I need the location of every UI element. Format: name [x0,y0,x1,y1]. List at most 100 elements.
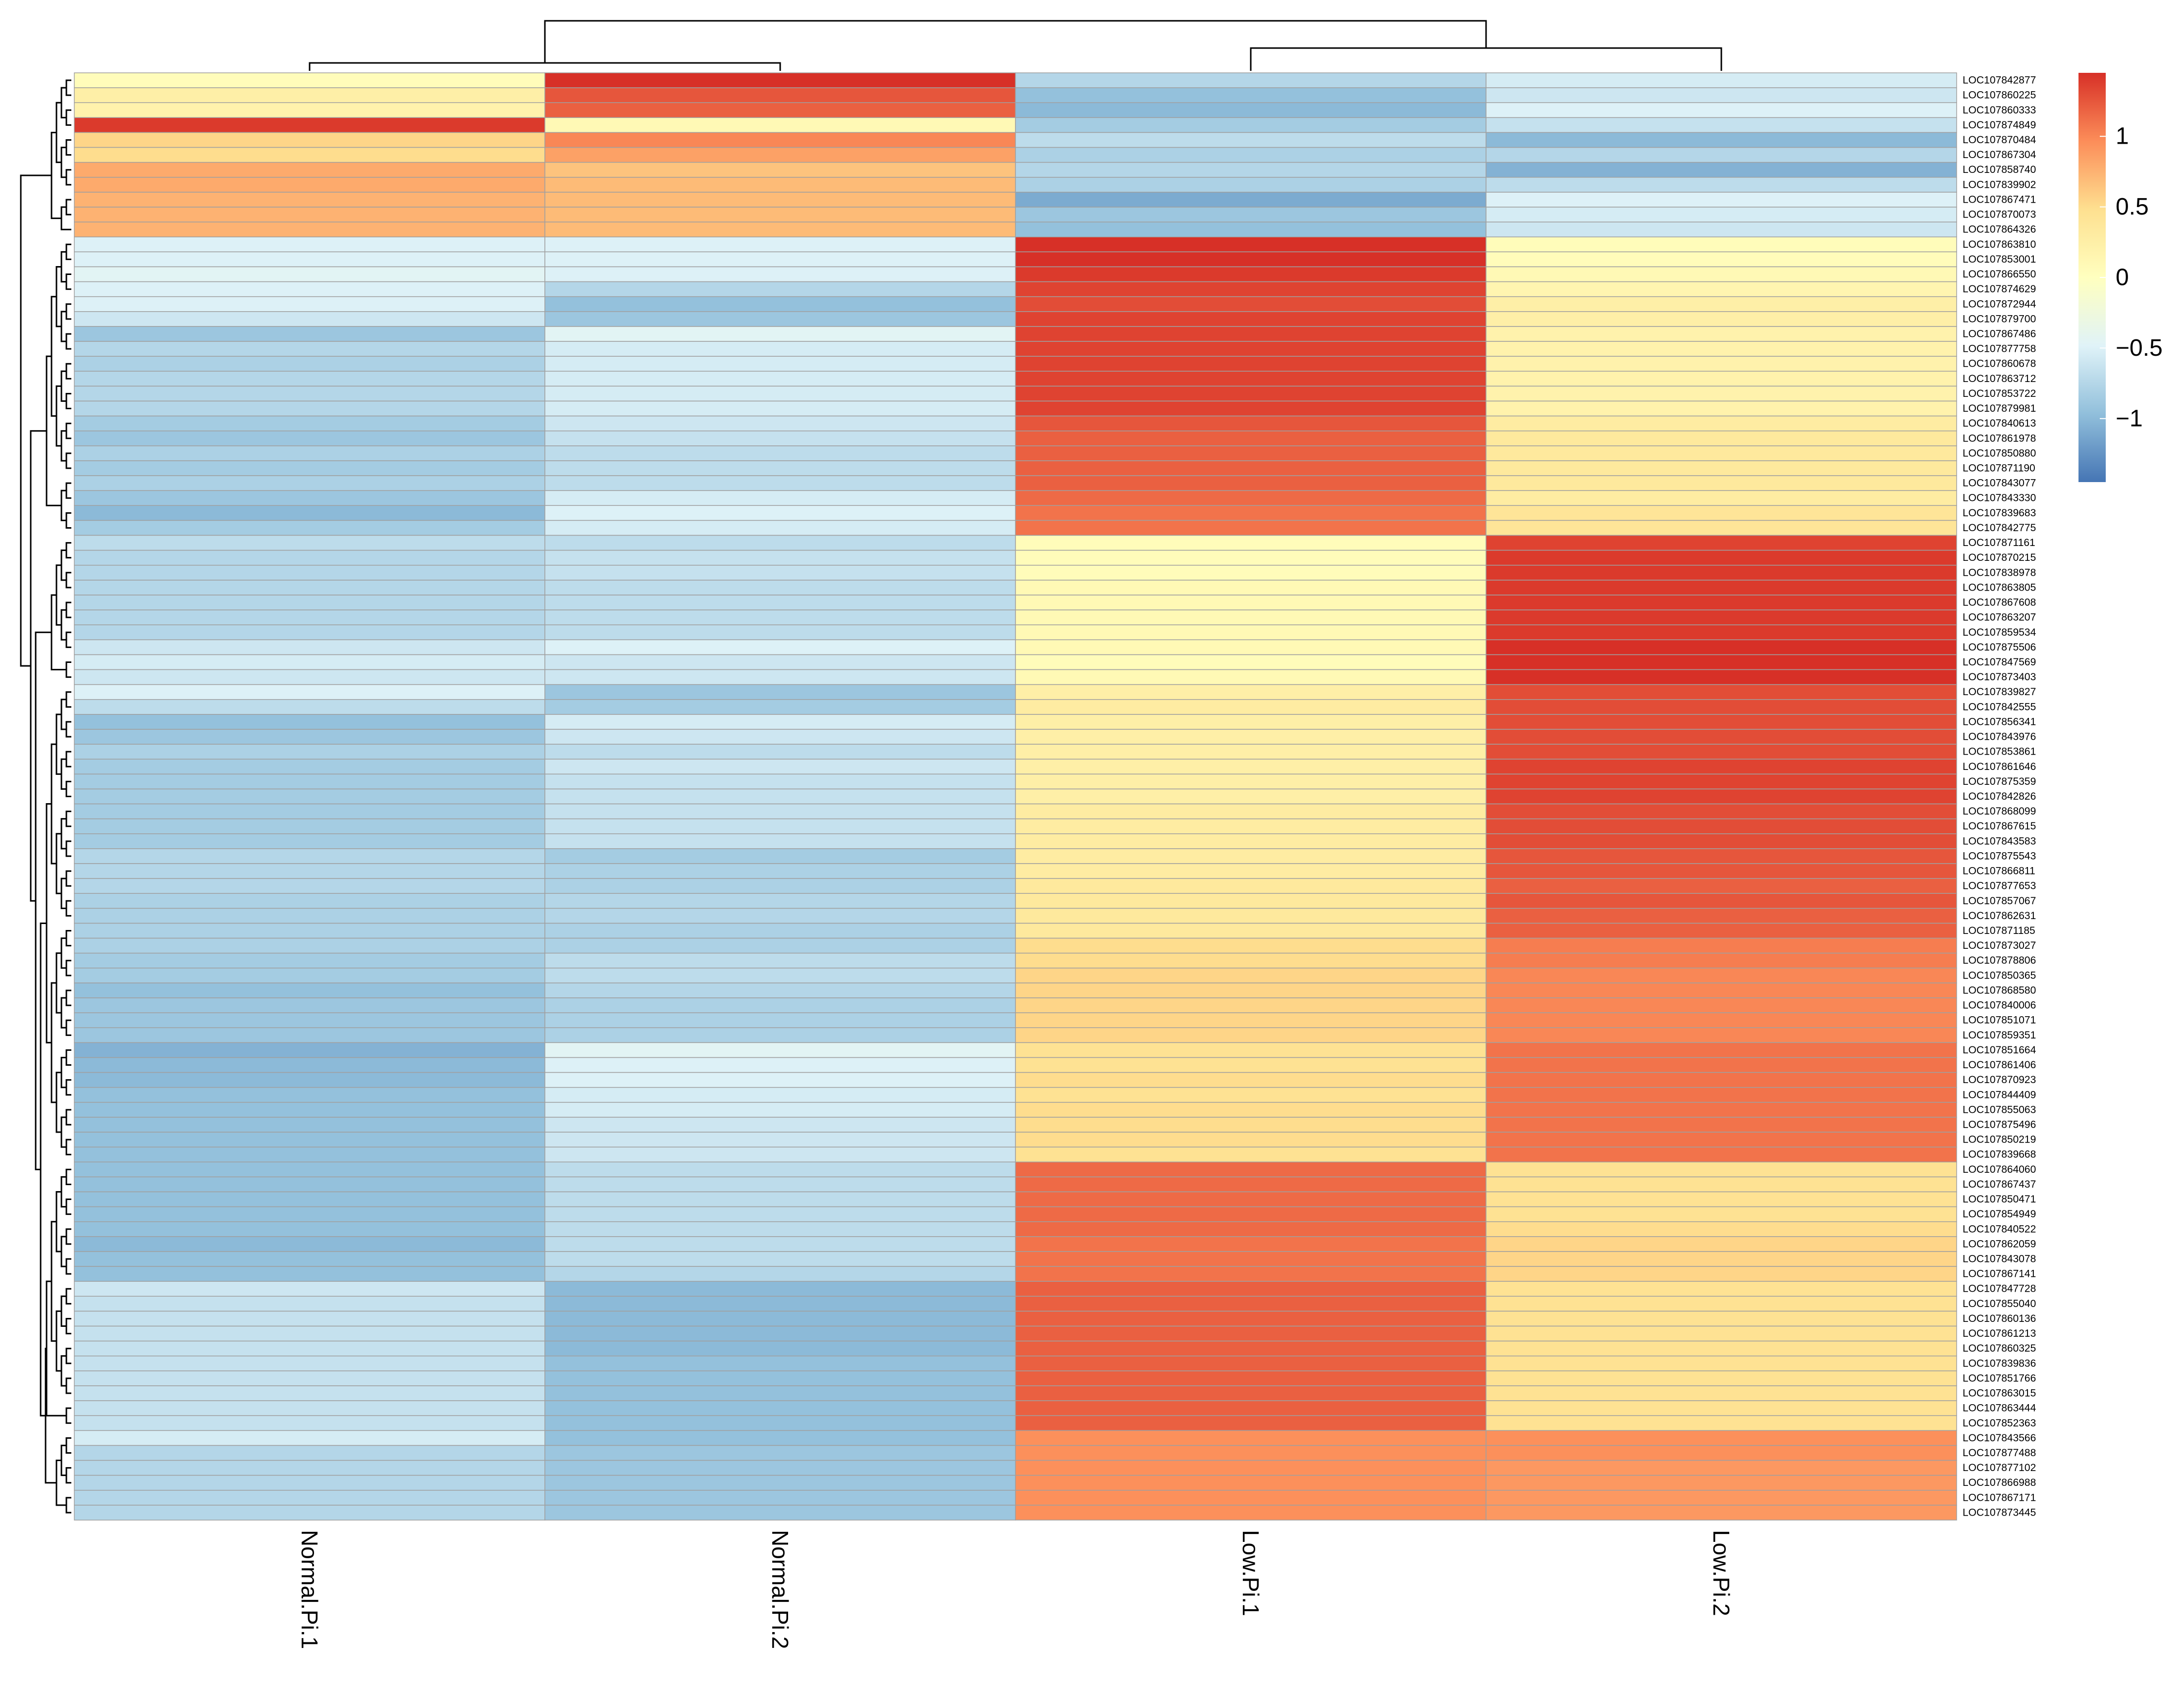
row-label: LOC107863015 [1963,1388,2036,1399]
heatmap-cell [1486,1132,1957,1147]
heatmap-cell [1015,669,1487,685]
heatmap-cell [544,1340,1016,1357]
heatmap-cell [1486,371,1957,387]
heatmap-cell [1486,341,1957,357]
heatmap-cell [1486,1191,1957,1207]
heatmap-cell [1015,1161,1487,1178]
heatmap-cell [1486,72,1957,88]
row-label: LOC107850880 [1963,447,2036,459]
heatmap-cell [1015,1146,1487,1163]
dendrogram-branch [65,572,71,589]
heatmap-cell [74,773,545,790]
heatmap-cell [1015,1012,1487,1029]
heatmap-cell [544,132,1016,148]
heatmap-cell [1015,147,1487,163]
heatmap-cell [74,788,545,805]
heatmap-cell [544,385,1016,402]
dendrogram-branch [65,109,71,126]
heatmap-cell [544,1042,1016,1058]
heatmap-cell [1486,1340,1957,1357]
heatmap-cell [1015,893,1487,909]
heatmap-cell [1486,1236,1957,1252]
row-label: LOC107867141 [1963,1268,2036,1280]
heatmap-cell [1015,341,1487,357]
heatmap-cell [544,654,1016,670]
heatmap-cell [544,281,1016,297]
heatmap-cell [544,549,1016,566]
heatmap-cell [74,1251,545,1267]
dendrogram-branch [65,1019,71,1036]
heatmap-cell [544,520,1016,536]
heatmap-cell [1015,1176,1487,1193]
row-labels: LOC107842877 LOC107860225 LOC107860333 LOC1… [1963,75,2036,1519]
heatmap-cell [1486,460,1957,476]
dendrogram-branch [1250,47,1722,71]
row-label: LOC107844409 [1963,1089,2036,1100]
heatmap-cell [74,1296,545,1312]
heatmap-cell [1486,1490,1957,1506]
row-label: LOC107838978 [1963,567,2036,578]
heatmap-cell [1486,102,1957,118]
row-label: LOC107842555 [1963,701,2036,712]
heatmap-cell [1015,326,1487,342]
dendrogram-branch [65,363,71,380]
dendrogram-branch [544,20,1487,63]
row-label: LOC107866550 [1963,269,2036,280]
heatmap-cell [74,430,545,446]
heatmap-cell [1015,475,1487,491]
dendrogram-branch [65,1109,71,1126]
heatmap-cell [1015,549,1487,566]
heatmap-cell [544,430,1016,446]
heatmap-cell [74,1356,545,1371]
heatmap-cell [544,595,1016,610]
heatmap-cell [1486,400,1957,417]
heatmap-cell [1015,371,1487,387]
heatmap-cell [1486,848,1957,864]
heatmap-cell [74,952,545,969]
row-label: LOC107861406 [1963,1059,2036,1071]
heatmap-cell [1015,385,1487,402]
heatmap-cell [544,1206,1016,1222]
heatmap-cell [74,1325,545,1342]
heatmap-cell [1486,520,1957,536]
column-label: Normal.Pi.2 [767,1530,793,1649]
heatmap-cell [1486,535,1957,551]
heatmap-cell [74,609,545,625]
heatmap-cell [74,1117,545,1133]
heatmap-cell [1015,1102,1487,1118]
row-label: LOC107879981 [1963,403,2036,414]
heatmap-cell [1486,1087,1957,1103]
heatmap-cell [74,564,545,581]
row-label: LOC107873403 [1963,671,2036,683]
heatmap-cell [544,475,1016,491]
row-label: LOC107874629 [1963,283,2036,295]
dendrogram-branch [65,900,71,917]
heatmap-cell [1486,684,1957,700]
heatmap-cell [544,968,1016,983]
heatmap-cell [1486,624,1957,641]
heatmap-cell [74,1474,545,1491]
row-label: LOC107852363 [1963,1418,2036,1429]
heatmap-cell [1015,162,1487,178]
heatmap-cell [74,147,545,163]
heatmap-cell [1486,1042,1957,1058]
row-label: LOC107851071 [1963,1015,2036,1026]
dendrogram-branch [35,631,52,1170]
row-label: LOC107843330 [1963,492,2036,504]
row-label: LOC107879700 [1963,313,2036,325]
heatmap-cell [1486,564,1957,581]
heatmap-cell [1015,639,1487,655]
heatmap-cell [1486,87,1957,103]
heatmap-cell [544,296,1016,312]
row-label: LOC107850365 [1963,970,2036,981]
heatmap-cell [74,1102,545,1118]
heatmap-cell [544,1027,1016,1043]
row-label: LOC107840006 [1963,1000,2036,1011]
heatmap-cell [1015,1206,1487,1222]
dendrogram-branch [65,392,71,410]
column-label: Low.Pi.1 [1238,1530,1264,1616]
heatmap-cell [544,848,1016,864]
heatmap-cell [74,1042,545,1058]
heatmap-cell [1015,251,1487,268]
row-label: LOC107842826 [1963,791,2036,802]
